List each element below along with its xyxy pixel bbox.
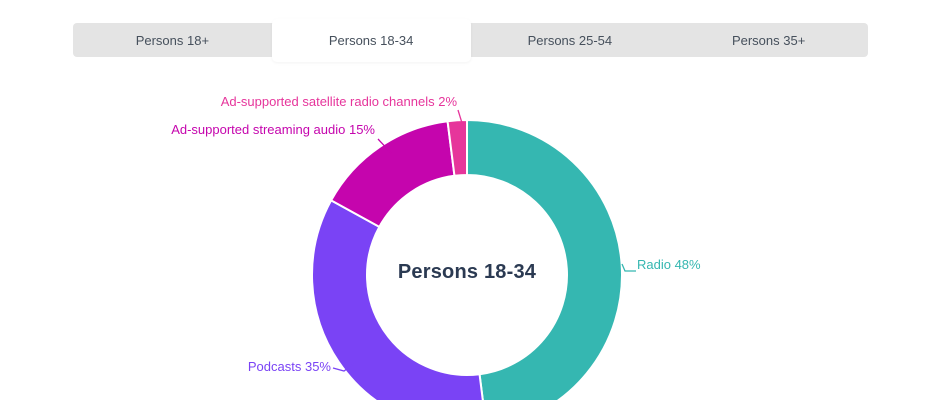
tab-persons-35plus[interactable]: Persons 35+ [731,32,806,48]
slice-label-radio: Radio 48% [637,257,701,272]
donut-center-title: Persons 18-34 [397,261,537,283]
donut-slice-podcasts[interactable] [311,199,486,400]
slice-label-podcasts: Podcasts 35% [247,359,331,374]
slice-label-streaming-audio: Ad-supported streaming audio 15% [171,122,375,137]
tab-persons-25-54[interactable]: Persons 25-54 [527,32,613,48]
donut-slice-radio[interactable] [466,119,624,400]
tab-persons-18-34[interactable]: Persons 18-34 [271,19,471,62]
callout-connector-podcasts [332,361,357,372]
callout-connector-ad-supported-streaming-audio [377,138,392,154]
slice-label-satellite-radio: Ad-supported satellite radio channels 2% [220,94,457,109]
audience-tabbar: Persons 18+ Persons 18-34 Persons 25-54 … [73,19,868,62]
donut-slice-ad-supported-satellite-radio-channels[interactable] [446,119,468,177]
callout-connector-ad-supported-satellite-radio-channels [457,109,463,124]
donut-slice-ad-supported-streaming-audio[interactable] [330,120,456,228]
callout-connector-radio [621,263,636,272]
tab-persons-18plus[interactable]: Persons 18+ [135,32,210,48]
